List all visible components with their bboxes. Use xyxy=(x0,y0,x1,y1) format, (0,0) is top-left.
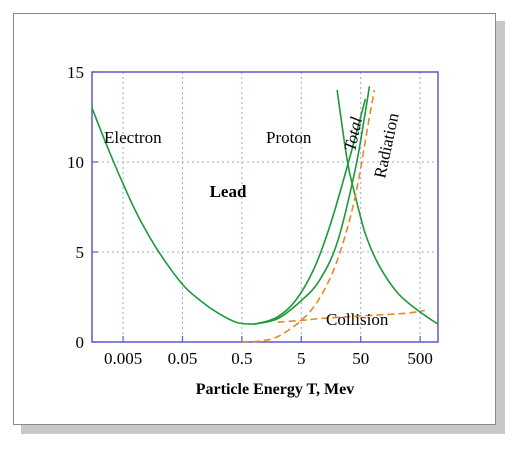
y-tick-label: 10 xyxy=(67,153,84,172)
series-collision-line xyxy=(277,309,425,323)
series-electron-line xyxy=(91,98,367,325)
annotation-lead: Lead xyxy=(210,182,247,201)
series-proton-line xyxy=(336,89,439,325)
label-collision: Collision xyxy=(326,310,389,329)
x-tick-label: 50 xyxy=(352,349,369,368)
x-tick-label: 5 xyxy=(297,349,306,368)
series-total-line xyxy=(253,86,371,325)
label-electron: Electron xyxy=(104,128,162,147)
chart-card xyxy=(13,13,496,425)
series-radiation-line xyxy=(241,89,376,343)
y-tick-label: 0 xyxy=(76,333,85,352)
y-tick-label: 15 xyxy=(67,63,84,82)
plot-frame xyxy=(91,71,439,343)
x-tick-label: 0.5 xyxy=(231,349,252,368)
x-tick-label: 500 xyxy=(407,349,433,368)
curves xyxy=(91,86,439,343)
x-tick-label: 0.05 xyxy=(168,349,198,368)
x-tick-label: 0.005 xyxy=(104,349,142,368)
x-axis-label: Particle Energy T, Mev xyxy=(196,381,354,398)
y-tick-label: 5 xyxy=(76,243,85,262)
label-proton: Proton xyxy=(266,128,312,147)
label-total: Total xyxy=(340,115,366,153)
grid xyxy=(92,72,438,342)
label-radiation: Radiation xyxy=(370,111,402,180)
